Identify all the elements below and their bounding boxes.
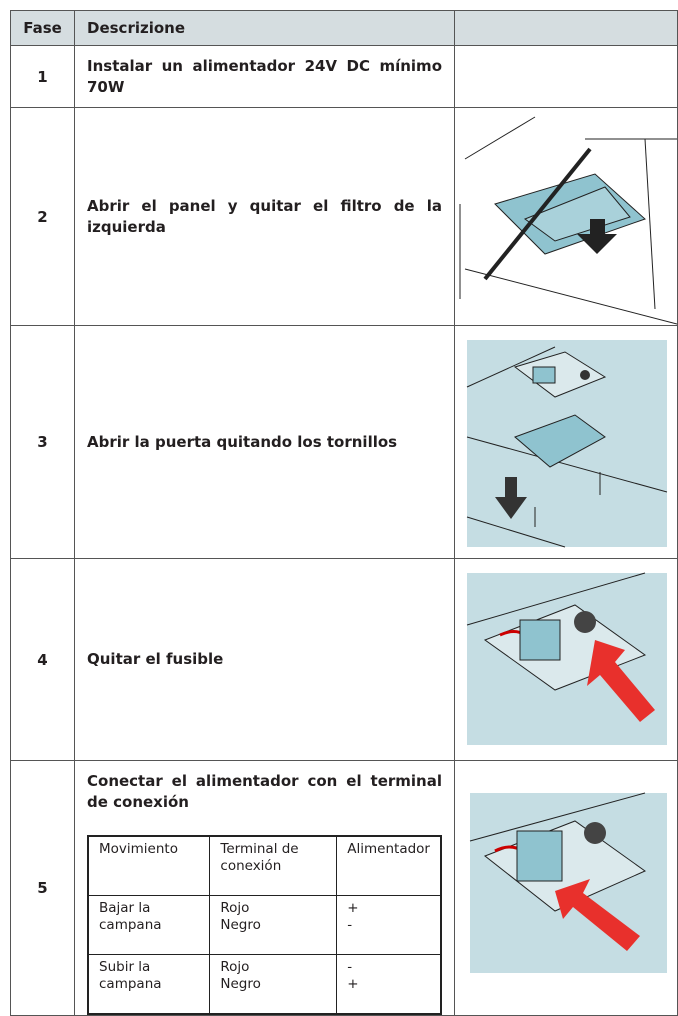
sub-header: Movimiento: [87, 835, 211, 896]
step-number: 1: [10, 45, 75, 108]
step-number: 3: [10, 325, 75, 559]
header-cell: [454, 10, 678, 46]
sub-header: Alimentador: [336, 835, 442, 896]
illustration: [466, 572, 667, 745]
step-text: Conectar el alimentador con el terminal …: [87, 772, 442, 811]
illustration: [459, 116, 677, 324]
illustration: [469, 792, 667, 973]
header-cell: Fase: [10, 10, 75, 46]
step-number: 2: [10, 107, 75, 326]
header-cell: Descrizione: [74, 10, 455, 46]
sub-header: Terminal de conexión: [209, 835, 338, 896]
cell-line: +: [347, 976, 359, 992]
cell-line: Bajar la campana: [99, 900, 162, 933]
cell-line: Rojo: [220, 959, 250, 975]
cell-line: Subir la campana: [99, 959, 162, 992]
step-text: Abrir la puerta quitando los tornillos: [74, 325, 455, 559]
cell-line: Negro: [220, 917, 261, 933]
cell-line: -: [347, 917, 353, 933]
step-cell: Conectar el alimentador con el terminal …: [74, 760, 455, 1016]
step-number: 4: [10, 558, 75, 761]
step-text: Instalar un alimentador 24V DC mínimo 70…: [74, 45, 455, 108]
step-text: Abrir el panel y quitar el filtro de la …: [74, 107, 455, 326]
wiring-table: Movimiento Terminal de conexión Alimentado…: [87, 835, 442, 1015]
cell-line: Negro: [220, 976, 261, 992]
cell-line: -: [347, 959, 353, 975]
steps-table: Fase Descrizione 1 Instalar un alimentador…: [10, 10, 678, 1016]
step-number: 5: [10, 760, 75, 1016]
cell-line: +: [347, 900, 359, 916]
step-text: Quitar el fusible: [74, 558, 455, 761]
illustration: [466, 339, 668, 547]
cell-line: Rojo: [220, 900, 250, 916]
